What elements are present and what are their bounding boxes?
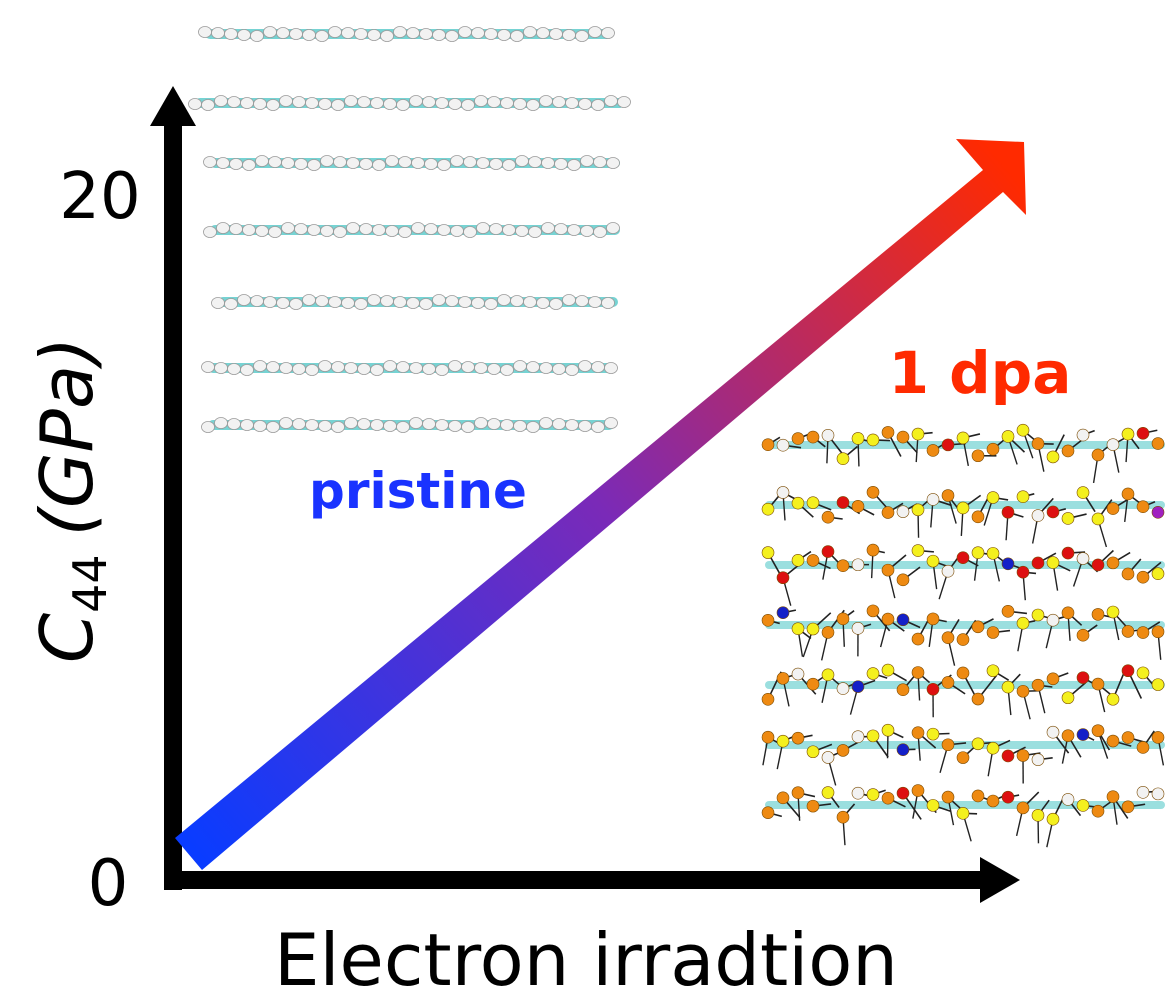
y-tick-20: 20 <box>59 160 140 234</box>
x-axis-label: Electron irradtion <box>274 918 898 998</box>
y-axis-arrowhead <box>150 86 196 126</box>
graphite-layer <box>201 360 618 376</box>
x-axis-arrowhead <box>980 857 1020 903</box>
graphite-layer <box>198 26 615 42</box>
pristine-structure <box>188 26 631 433</box>
graphite-layer <box>203 222 620 238</box>
pristine-label: pristine <box>309 462 527 520</box>
defective-layer <box>761 723 1165 786</box>
defective-layer <box>761 423 1165 484</box>
dpa-label: 1 dpa <box>889 339 1072 407</box>
defective-layer <box>761 784 1165 848</box>
y-axis-label-subscript: 44 <box>63 554 117 613</box>
graphite-layer <box>203 155 620 171</box>
y-tick-0: 0 <box>88 847 129 921</box>
svg-text:C44(GPa): C44 (GPa) <box>25 337 117 663</box>
defective-layer <box>761 485 1165 548</box>
axes <box>150 86 1020 903</box>
y-axis-label: C44 (GPa) <box>25 337 117 663</box>
y-axis-label-symbol: C <box>25 612 109 663</box>
defective-layer <box>761 543 1165 606</box>
graphite-layer <box>188 95 631 111</box>
defective-layer <box>761 604 1165 666</box>
graphite-layer <box>211 294 618 310</box>
damaged-structure <box>761 423 1165 848</box>
trend-arrow <box>175 139 1026 870</box>
defective-layer <box>761 663 1165 720</box>
graphite-layer <box>201 417 618 433</box>
y-axis-label-unit: (GPa) <box>25 337 109 537</box>
